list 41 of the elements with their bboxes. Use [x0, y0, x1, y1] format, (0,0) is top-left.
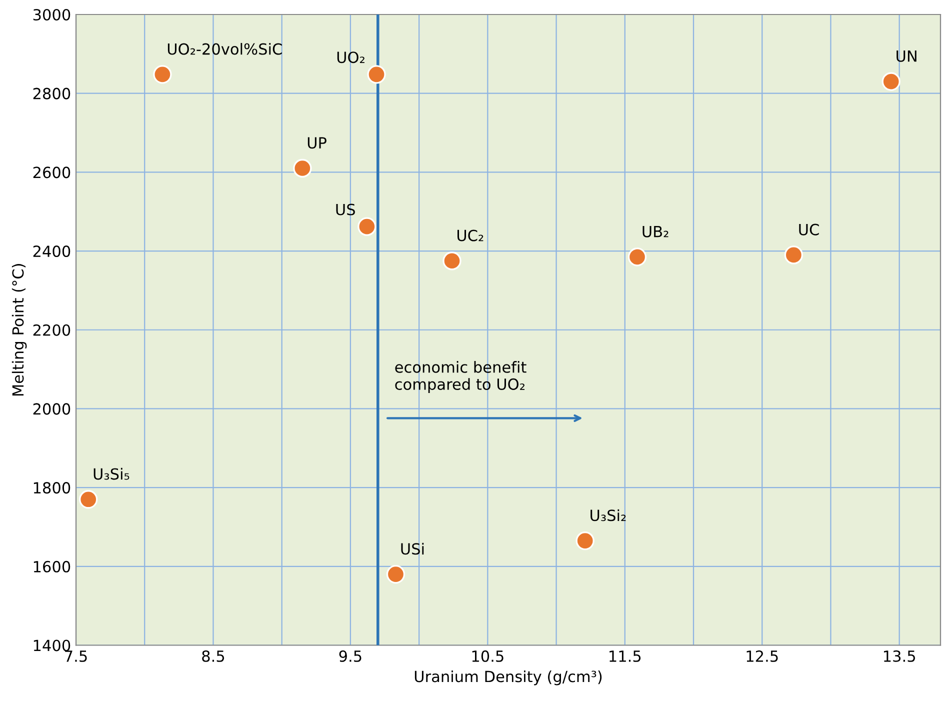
- text: UN: [896, 50, 916, 62]
- x-tick-label: 7.5: [65, 650, 87, 662]
- y-axis-title: Melting Point (°C): [12, 264, 27, 396]
- text: UC₂: [457, 230, 484, 242]
- text: UP: [308, 137, 326, 149]
- point: [784, 246, 804, 264]
- point: [79, 490, 98, 509]
- text: USi: [401, 542, 424, 555]
- y-tick-label: 2200: [33, 324, 70, 336]
- point: [153, 65, 172, 84]
- y-tick-label: 2000: [33, 403, 70, 415]
- y-tick-label: 2400: [33, 245, 70, 258]
- y-tick-label: 1600: [34, 560, 70, 572]
- y-tick-label: 2800: [33, 88, 70, 100]
- text: US: [336, 204, 355, 216]
- y-tick-label: 3000: [33, 8, 70, 21]
- y-tick-label: 1800: [34, 482, 70, 494]
- x-axis-title: Uranium Density (g/cm³): [414, 670, 602, 686]
- text: U₃Si₂: [590, 509, 626, 522]
- text: UO₂-20vol%SiC: [168, 42, 282, 55]
- text: UB₂: [642, 226, 668, 238]
- text: U₃Si₅: [94, 468, 130, 480]
- point: [882, 72, 900, 91]
- y-tick-label: 1400: [34, 640, 70, 652]
- text: UC: [799, 224, 819, 236]
- x-tick-label: 12.5: [746, 650, 778, 662]
- annotation: economic benefit compared to UO₂: [395, 361, 526, 393]
- point: [358, 217, 376, 236]
- x-tick-label: 9.5: [339, 650, 362, 662]
- point: [293, 158, 312, 178]
- point: [367, 65, 386, 84]
- text: UO₂: [337, 52, 364, 64]
- point: [386, 564, 406, 584]
- x-tick-label: 8.5: [202, 650, 224, 662]
- x-tick-label: 11.5: [610, 650, 641, 662]
- point: [628, 248, 647, 266]
- x-tick-label: 13.5: [884, 650, 916, 662]
- point: [576, 531, 594, 550]
- x-tick-label: 10.5: [472, 650, 504, 662]
- point: [442, 252, 462, 270]
- y-tick-label: 2600: [33, 166, 70, 178]
